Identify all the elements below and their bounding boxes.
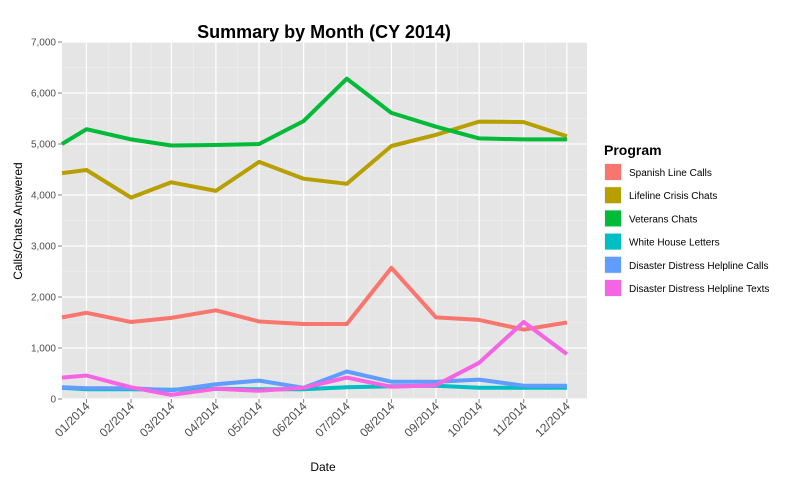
y-axis: 0 1,000 2,000 3,000 4,000 5,000 6,000 7,000 xyxy=(31,38,62,406)
y-tick-label: 3,000 xyxy=(31,242,56,253)
x-tick-label: 02/2014 xyxy=(97,399,138,440)
y-tick-label: 2,000 xyxy=(31,293,56,304)
x-tick-label: 12/2014 xyxy=(532,399,573,440)
legend-label-2: Veterans Chats xyxy=(629,214,697,225)
x-axis-title: Date xyxy=(310,460,336,474)
legend-label-4: Disaster Distress Helpline Calls xyxy=(629,261,768,272)
x-tick-label: 03/2014 xyxy=(137,399,178,440)
x-tick-label: 09/2014 xyxy=(402,399,443,440)
x-tick-label: 07/2014 xyxy=(312,399,353,440)
series-line-0 xyxy=(61,265,568,332)
series-line-2 xyxy=(60,76,567,148)
x-tick-label: 05/2014 xyxy=(225,399,266,440)
series-line-5 xyxy=(61,320,569,397)
legend: Program Spanish Line Calls Lifeline Crisi… xyxy=(604,142,769,297)
series-lines xyxy=(60,76,569,397)
y-tick-label: 1,000 xyxy=(31,344,56,355)
legend-swatch-1 xyxy=(605,187,621,204)
x-tick-label: 04/2014 xyxy=(181,399,222,440)
legend-title: Program xyxy=(604,142,662,158)
y-tick-label: 4,000 xyxy=(31,191,56,202)
legend-label-0: Spanish Line Calls xyxy=(629,168,712,179)
legend-swatch-3 xyxy=(605,233,621,250)
y-tick-label: 5,000 xyxy=(31,140,56,151)
x-tick-label: 10/2014 xyxy=(445,399,486,440)
y-axis-title: Calls/Chats Answered xyxy=(11,162,25,279)
x-tick-label: 01/2014 xyxy=(52,399,93,440)
series-line-1 xyxy=(61,119,568,200)
x-axis: 01/2014 02/2014 03/2014 04/2014 05/2014 06/20… xyxy=(52,399,573,440)
y-tick-label: 0 xyxy=(50,395,56,406)
legend-label-1: Lifeline Crisis Chats xyxy=(629,191,717,202)
x-tick-label: 11/2014 xyxy=(490,399,530,439)
y-tick-label: 7,000 xyxy=(31,38,56,49)
legend-swatch-4 xyxy=(605,256,621,273)
y-tick-label: 6,000 xyxy=(31,89,56,100)
legend-swatch-2 xyxy=(605,210,621,227)
legend-swatch-5 xyxy=(605,280,621,296)
chart-title: Summary by Month (CY 2014) xyxy=(197,22,451,42)
legend-swatch-0 xyxy=(605,164,621,180)
x-tick-label: 08/2014 xyxy=(357,399,398,440)
legend-label-3: White House Letters xyxy=(629,238,720,249)
legend-label-5: Disaster Distress Helpline Texts xyxy=(629,284,769,295)
x-tick-label: 06/2014 xyxy=(269,399,310,440)
